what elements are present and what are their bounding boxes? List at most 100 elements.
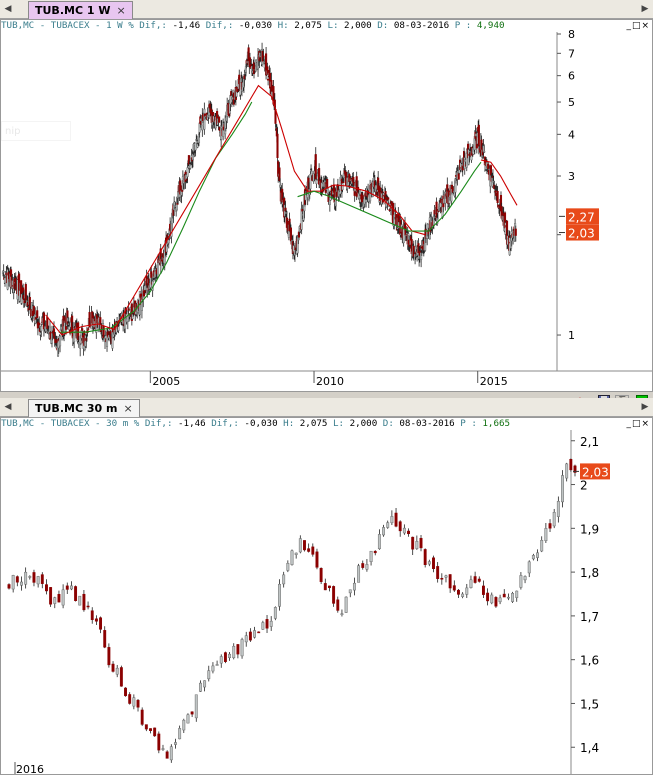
candle-body — [477, 124, 480, 147]
intraday-candle — [286, 560, 290, 573]
candle-body — [128, 694, 132, 704]
candle-body — [28, 296, 31, 310]
candle-body — [531, 555, 535, 560]
candle-body — [161, 748, 165, 750]
candle-body — [454, 178, 457, 193]
intraday-candle — [261, 620, 265, 630]
intraday-candle — [161, 744, 165, 751]
candle-body — [276, 133, 279, 158]
intraday-candle — [561, 470, 564, 508]
y-tick-label: 1,4 — [580, 741, 599, 755]
candle-body — [548, 523, 552, 529]
candle-body — [319, 567, 323, 582]
candle-body — [465, 153, 468, 168]
intraday-candle — [565, 462, 569, 482]
candle-body — [136, 699, 140, 708]
header-low: 2,000 — [344, 20, 372, 31]
candle-body — [373, 550, 377, 554]
intraday-candle — [398, 520, 402, 537]
intraday-candle — [24, 567, 28, 589]
candle-body — [301, 209, 304, 212]
intraday-candle — [7, 583, 11, 590]
price-badge — [566, 224, 599, 241]
candle-body — [240, 639, 244, 657]
candle-body — [266, 66, 269, 75]
intraday-candle — [53, 596, 57, 609]
intraday-candle — [336, 596, 340, 613]
candle-body — [273, 607, 277, 619]
candle-body — [88, 311, 91, 328]
candle-body — [86, 605, 90, 608]
candle-body — [387, 197, 390, 200]
weekly-candle — [73, 322, 76, 349]
tab-scroll-right-icon[interactable]: ▶ — [641, 4, 649, 14]
tab-tub-mc-30m[interactable]: TUB.MC 30 m × — [28, 399, 140, 417]
intraday-candlestick-chart[interactable]: 2,1 2 1,9 1,8 1,7 1,6 1,5 1,4 2016 2,03 — [1, 418, 652, 774]
intraday-candle — [498, 594, 502, 605]
intraday-candle — [348, 589, 352, 598]
candle-body — [207, 670, 211, 680]
intraday-candle — [136, 698, 140, 712]
intraday-candle — [82, 590, 86, 612]
candle-body — [248, 631, 252, 641]
candle-body — [457, 589, 460, 595]
intraday-candle — [69, 581, 73, 591]
y-tick-label: 5 — [568, 96, 575, 109]
candle-body — [490, 594, 494, 604]
candle-body — [361, 563, 365, 568]
candle-body — [55, 339, 58, 343]
y-tick-label: 1,5 — [580, 697, 599, 711]
candle-body — [232, 645, 236, 659]
candle-body — [394, 512, 398, 527]
tab-tub-mc-1w[interactable]: TUB.MC 1 W × — [28, 1, 133, 19]
header-pct-diff: -1,46 — [172, 20, 201, 31]
tab-scroll-right-icon[interactable]: ▶ — [641, 402, 649, 412]
candle-body — [36, 576, 40, 585]
intraday-candle — [211, 662, 215, 674]
header-low: 2,000 — [349, 418, 378, 429]
tab-scroll-left-icon[interactable]: ◀ — [4, 4, 12, 14]
y-tick-label: 1 — [568, 329, 575, 342]
header-high: 2,075 — [299, 418, 328, 429]
window-buttons-icon[interactable]: _□× — [626, 21, 650, 31]
y-tick-label: 1,9 — [580, 522, 599, 536]
tab-close-icon[interactable]: × — [116, 4, 126, 17]
weekly-candle — [186, 162, 189, 184]
tab-scroll-left-icon[interactable]: ◀ — [4, 402, 12, 412]
intraday-candle — [402, 524, 406, 535]
candle-body — [444, 575, 448, 578]
candle-body — [326, 188, 329, 194]
header-p-label: P : — [449, 20, 477, 31]
weekly-candle — [266, 62, 269, 75]
intraday-candle — [74, 585, 78, 602]
candle-body — [300, 208, 303, 230]
weekly-candle — [167, 236, 170, 249]
intraday-candle — [157, 731, 161, 754]
candle-body — [244, 635, 248, 643]
intraday-candle — [45, 579, 48, 595]
intraday-candle — [357, 563, 361, 583]
header-h-label: H: — [277, 418, 300, 429]
weekly-candle — [514, 225, 517, 242]
intraday-candle — [390, 510, 394, 526]
candle-body — [427, 561, 431, 565]
intraday-candle — [523, 575, 527, 584]
weekly-candle — [28, 291, 31, 311]
candle-body — [502, 593, 506, 598]
weekly-chart-pane: TUB,MC - TUBACEX - 1 W % Dif,: -1,46 Dif… — [0, 19, 653, 408]
intraday-candle — [190, 711, 194, 718]
header-title: TUB,MC - TUBACEX - 1 W % Dif,: — [1, 20, 173, 31]
tab-close-icon[interactable]: × — [123, 402, 133, 415]
candle-body — [232, 89, 235, 94]
window-buttons-icon[interactable]: _□× — [626, 419, 650, 429]
intraday-candle — [228, 651, 232, 661]
intraday-candle — [427, 559, 431, 567]
candle-body — [388, 209, 391, 211]
candle-body — [565, 463, 569, 479]
candle-body — [340, 613, 344, 615]
header-h-label: H: — [272, 20, 295, 31]
tab-label: TUB.MC 1 W — [35, 4, 111, 17]
weekly-candlestick-chart[interactable]: 876543212005201020152,272,03 — [1, 20, 652, 391]
price-badge-label: 2,03 — [568, 227, 595, 241]
header-dif-label: Dif,: — [200, 20, 239, 31]
